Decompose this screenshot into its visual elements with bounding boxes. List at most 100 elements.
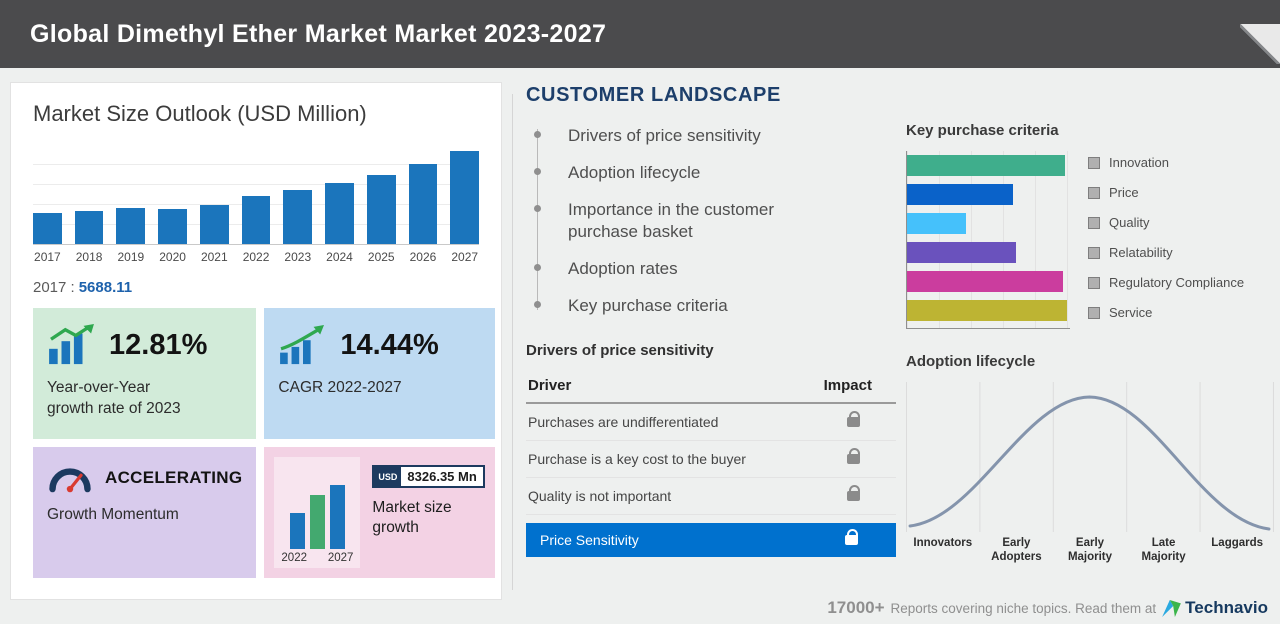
yoy-growth-value: 12.81% (109, 329, 207, 362)
right-section: Key purchase criteria Innovation Price Qua… (906, 84, 1274, 565)
mini-bar-growth (310, 495, 325, 549)
cagr-label: CAGR 2022-2027 (278, 378, 480, 399)
kpc-bar-row (907, 213, 1070, 234)
key-purchase-criteria-chart: Innovation Price Quality Relatability Regula… (906, 151, 1274, 329)
market-size-bar-column (116, 145, 145, 244)
kpc-plot (906, 151, 1070, 329)
mini-year-start: 2022 (281, 552, 307, 564)
momentum-value: ACCELERATING (105, 468, 242, 488)
legend-label: Quality (1109, 215, 1149, 230)
mini-growth-wrap: 2022 2027 USD 8326.35 Mn Market size gro… (274, 457, 484, 568)
technavio-brand-name: Technavio (1185, 598, 1268, 618)
mini-growth-right: USD 8326.35 Mn Market size growth (360, 457, 484, 568)
kpc-legend-item: Price (1088, 185, 1244, 200)
legend-label: Relatability (1109, 245, 1173, 260)
yoy-growth-label-line1: Year-over-Year (47, 379, 150, 396)
legend-marker-icon (1088, 277, 1100, 289)
legend-marker-icon (1088, 217, 1100, 229)
page-title: Global Dimethyl Ether Market Market 2023… (30, 20, 606, 49)
adoption-lifecycle-chart (906, 382, 1274, 532)
base-year-label: 2017 : (33, 279, 75, 296)
price-driver-row: Purchases are undifferentiated (526, 404, 896, 441)
market-size-bar-column (33, 145, 62, 244)
timeline-dot-icon (534, 131, 541, 138)
customer-landscape-item: Key purchase criteria (534, 295, 834, 317)
base-year-line: 2017 :5688.11 (33, 279, 479, 296)
kpc-bar-row (907, 242, 1070, 263)
report-count: 17000+ (827, 598, 884, 618)
adoption-stage-label: Innovators (906, 536, 980, 565)
customer-landscape-list: Drivers of price sensitivity Adoption lif… (534, 125, 896, 318)
price-sensitivity-highlight-row: Price Sensitivity (526, 523, 896, 557)
market-size-bar (116, 208, 145, 244)
market-size-year-label: 2019 (116, 250, 145, 264)
legend-label: Innovation (1109, 155, 1169, 170)
market-size-bar-column (242, 145, 271, 244)
price-sensitivity-highlight-label: Price Sensitivity (540, 532, 639, 548)
timeline-dot-icon (534, 205, 541, 212)
kpc-legend-item: Regulatory Compliance (1088, 275, 1244, 290)
stat-grid: 12.81% Year-over-Year growth rate of 202… (33, 308, 479, 578)
customer-landscape-item: Drivers of price sensitivity (534, 125, 834, 147)
base-year-value: 5688.11 (79, 279, 132, 296)
lock-icon (845, 535, 858, 545)
market-size-bar-column (158, 145, 187, 244)
kpc-bar-row (907, 300, 1070, 321)
market-size-title: Market Size Outlook (USD Million) (33, 101, 479, 127)
footer: 17000+ Reports covering niche topics. Re… (827, 598, 1268, 618)
market-size-years: 2017201820192020202120222023202420252026… (33, 250, 479, 264)
market-size-bar-column (409, 145, 438, 244)
legend-marker-icon (1088, 247, 1100, 259)
yoy-growth-card: 12.81% Year-over-Year growth rate of 202… (33, 308, 256, 439)
legend-marker-icon (1088, 187, 1100, 199)
legend-label: Price (1109, 185, 1139, 200)
legend-label: Service (1109, 305, 1152, 320)
market-size-year-label: 2026 (409, 250, 438, 264)
price-driver-label: Purchases are undifferentiated (528, 414, 718, 430)
market-size-bar (242, 196, 271, 244)
legend-label: Regulatory Compliance (1109, 275, 1244, 290)
adoption-stage-label: Early Adopters (980, 536, 1054, 565)
lock-icon (847, 417, 860, 427)
kpc-legend-item: Innovation (1088, 155, 1244, 170)
bell-curve-line (906, 382, 1273, 532)
momentum-label: Growth Momentum (47, 505, 242, 526)
page-fold-icon (1240, 24, 1280, 64)
growth-momentum-card: ACCELERATING Growth Momentum (33, 447, 256, 578)
kpc-legend-item: Service (1088, 305, 1244, 320)
customer-landscape-title: CUSTOMER LANDSCAPE (526, 84, 896, 107)
kpc-bar-row (907, 184, 1070, 205)
market-size-bar-column (367, 145, 396, 244)
market-size-year-label: 2021 (200, 250, 229, 264)
market-size-bar (200, 205, 229, 244)
yoy-growth-label-line2: growth rate of 2023 (47, 400, 181, 417)
cagr-top: 14.44% (278, 324, 480, 366)
price-sensitivity-table: Driver Impact Purchases are undifferenti… (526, 369, 896, 557)
market-size-bar (367, 175, 396, 244)
key-purchase-criteria-title: Key purchase criteria (906, 122, 1274, 139)
price-driver-rows: Purchases are undifferentiatedPurchase i… (526, 404, 896, 515)
market-size-bar (283, 190, 312, 244)
market-size-year-label: 2027 (450, 250, 479, 264)
growth-currency: USD (374, 467, 401, 486)
kpc-legend: Innovation Price Quality Relatability Regula… (1088, 155, 1244, 329)
customer-landscape-item: Adoption lifecycle (534, 162, 834, 184)
timeline-dot-icon (534, 168, 541, 175)
growth-momentum-top: ACCELERATING (47, 463, 242, 493)
kpc-bar (907, 242, 1016, 263)
mini-bar-2022 (290, 513, 305, 549)
mini-growth-chart: 2022 2027 (274, 457, 360, 568)
lock-icon (847, 491, 860, 501)
growth-value: 8326.35 Mn (401, 467, 482, 486)
growth-label: Market size growth (372, 498, 482, 538)
timeline-dot-icon (534, 301, 541, 308)
lock-icon (847, 454, 860, 464)
mini-growth-bars (280, 479, 354, 549)
market-size-bar-column (75, 145, 104, 244)
price-driver-label: Quality is not important (528, 488, 671, 504)
customer-landscape-item-label: Adoption rates (568, 259, 678, 278)
price-driver-row: Quality is not important (526, 478, 896, 515)
driver-column-header: Driver (528, 377, 571, 394)
market-size-year-label: 2022 (242, 250, 271, 264)
kpc-bar (907, 271, 1063, 292)
